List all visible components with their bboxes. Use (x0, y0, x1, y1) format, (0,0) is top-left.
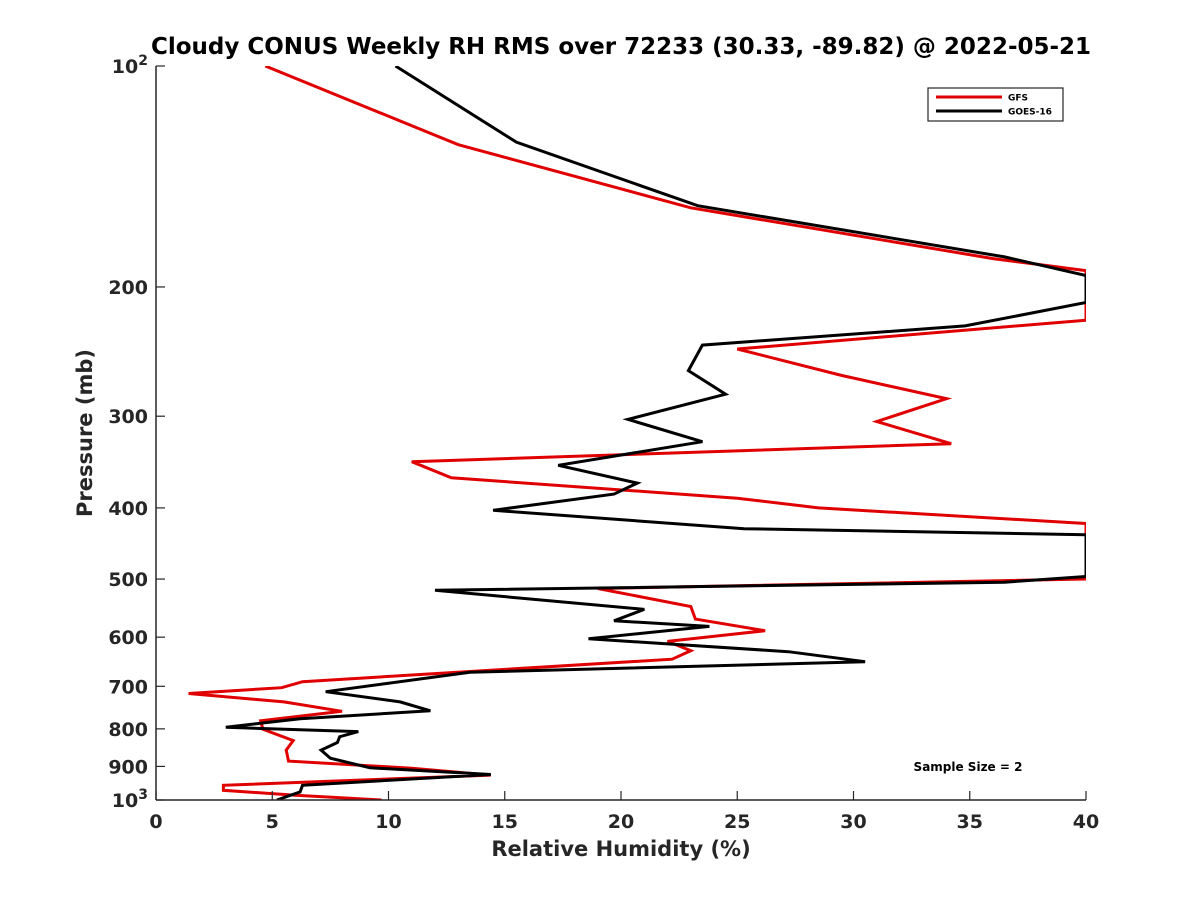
y-axis: 102 200 300 400 500 600 700 800 900 103 (108, 53, 165, 812)
x-tick-label: 20 (608, 811, 634, 833)
plot-area (156, 66, 1086, 800)
series-line-goes-16 (225, 66, 1086, 800)
y-tick-label: 200 (108, 277, 148, 299)
legend-label: GFS (1008, 94, 1028, 104)
series-line-gfs (188, 66, 1086, 800)
x-tick-label: 40 (1073, 811, 1099, 833)
series-layer (188, 66, 1086, 800)
legend: GFS GOES-16 (927, 87, 1064, 122)
y-tick-label: 102 (112, 53, 148, 78)
x-tick-label: 35 (957, 811, 983, 833)
y-tick-label: 300 (108, 406, 148, 428)
y-tick-label: 600 (108, 627, 148, 649)
y-tick-label: 500 (108, 569, 148, 591)
sample-size-annotation: Sample Size = 2 (914, 760, 1023, 774)
plot-background (156, 66, 1086, 800)
legend-box (927, 87, 1064, 122)
y-tick-label: 900 (108, 756, 148, 778)
x-tick-label: 25 (724, 811, 750, 833)
y-tick-label: 700 (108, 676, 148, 698)
x-tick-label: 30 (840, 811, 866, 833)
x-axis-label: Relative Humidity (%) (491, 837, 750, 861)
x-tick-label: 15 (492, 811, 518, 833)
y-tick-label: 400 (108, 498, 148, 520)
x-tick-label: 10 (375, 811, 401, 833)
x-tick-label: 5 (266, 811, 279, 833)
chart-title: Cloudy CONUS Weekly RH RMS over 72233 (3… (151, 34, 1091, 60)
y-tick-label: 103 (112, 787, 148, 812)
axes-layer: 0 5 10 15 20 25 30 35 40 102 200 300 400 500 600 700 80… (108, 53, 1099, 833)
x-axis: 0 5 10 15 20 25 30 35 40 (149, 791, 1099, 833)
y-axis-label: Pressure (mb) (73, 349, 97, 517)
y-tick-label: 800 (108, 719, 148, 741)
legend-label: GOES-16 (1008, 108, 1052, 118)
x-tick-label: 0 (149, 811, 162, 833)
